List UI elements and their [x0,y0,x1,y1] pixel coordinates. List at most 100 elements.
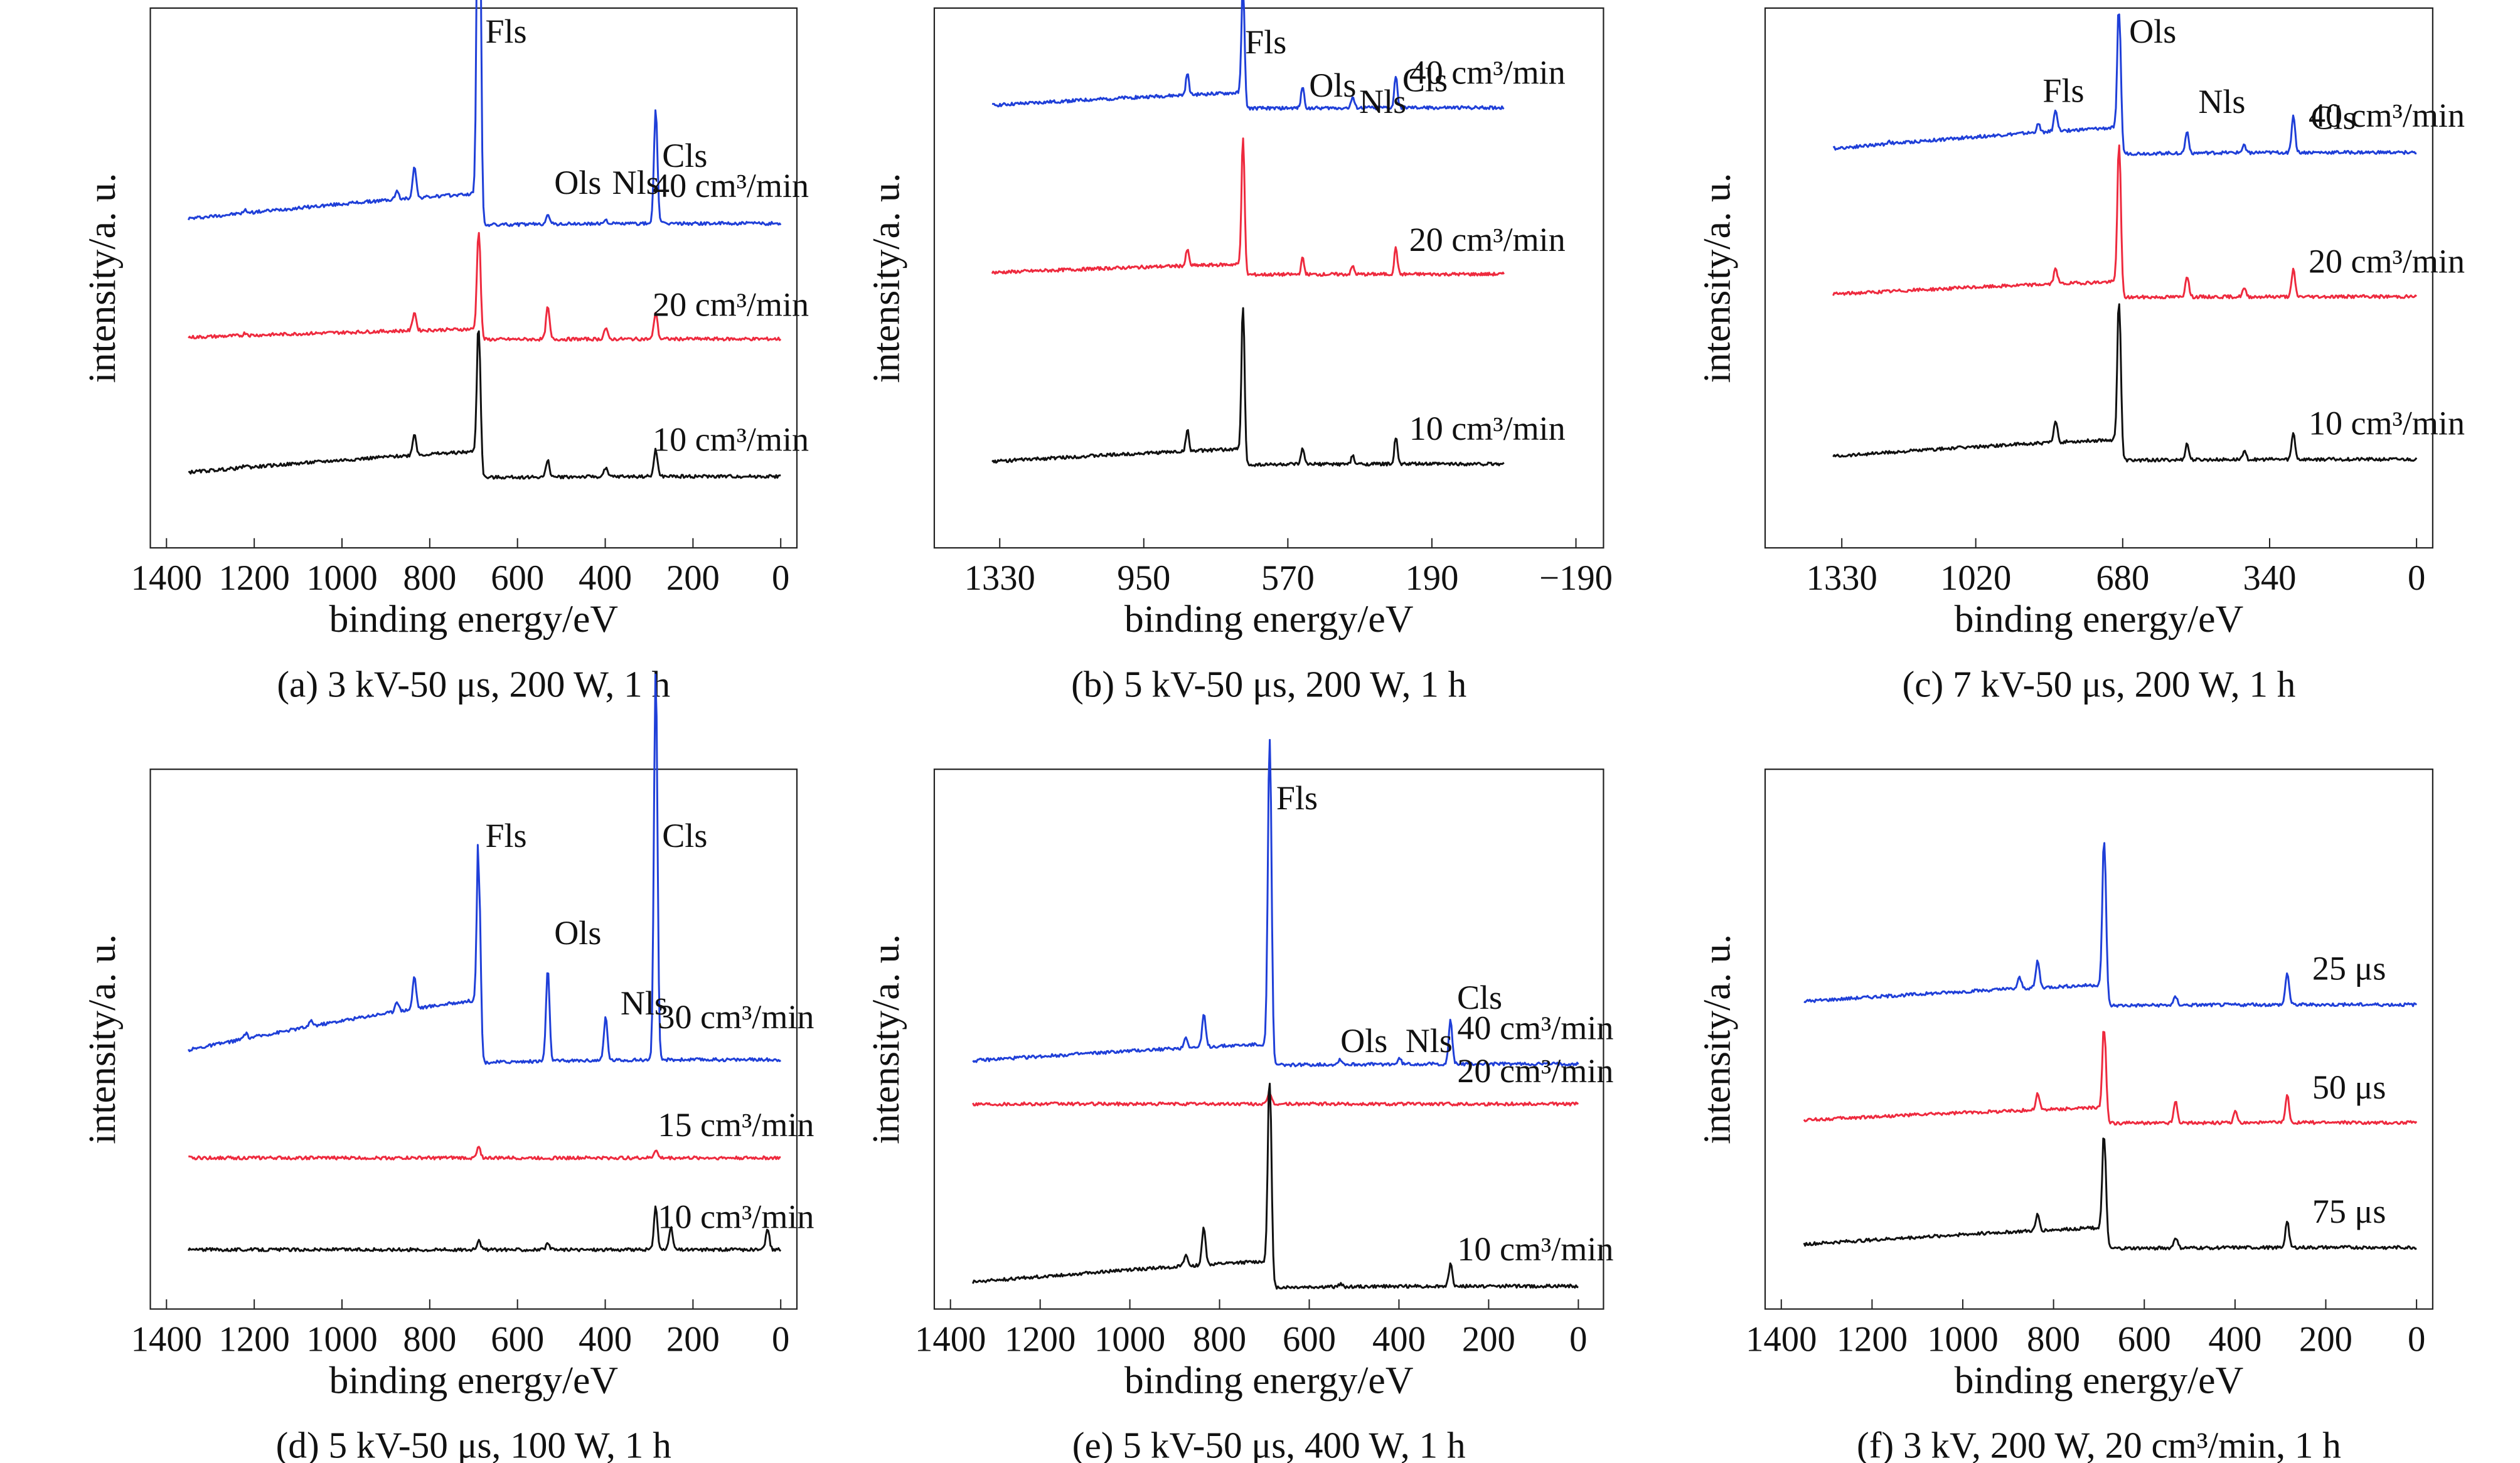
x-tick-label: 1200 [219,1321,290,1359]
series-label: 10 cm³/min [1409,410,1566,447]
x-tick-label: 1000 [1927,1321,1998,1359]
x-tick-label: 340 [2243,559,2296,598]
series-line-1 [1832,13,2417,156]
x-tick-label: 800 [403,559,456,598]
x-tick-label: 0 [2408,559,2425,598]
series-line-2 [188,231,782,342]
series-label: 10 cm³/min [1457,1230,1613,1268]
x-axis-label: binding energy/eV [1124,1359,1414,1402]
panel-f: 1400 1200 1000 800 600 400 200 0 binding energy/… [1695,769,2433,1463]
series-line-2 [972,1092,1579,1107]
peak-annotation: Ols [1309,66,1356,104]
series-line-1 [188,673,782,1065]
x-tick-label: 400 [2208,1321,2261,1359]
series-label: 40 cm³/min [1457,1009,1613,1046]
series-label: 20 cm³/min [653,285,809,323]
plot-frame [1764,7,2433,549]
peak-annotation: Nls [612,164,659,201]
panel-caption: (c) 7 kV-50 μs, 200 W, 1 h [1903,663,2296,705]
series-label: 20 cm³/min [2309,242,2465,280]
x-tick-label: 1200 [1005,1321,1076,1359]
series-line-3 [991,307,1505,467]
x-tick-label: 0 [772,559,789,598]
x-tick-label: 570 [1261,559,1315,598]
series-line-3 [188,330,781,480]
y-axis-label: intensity/a. u. [865,934,907,1144]
series-label: 20 cm³/min [1457,1052,1613,1090]
y-axis-label: intensity/a. u. [1695,173,1738,383]
x-tick-label: 1330 [1807,559,1877,598]
x-tick-label: 200 [666,1321,720,1359]
x-tick-label: 200 [1462,1321,1515,1359]
series-line-3 [1832,303,2418,463]
x-tick-label: 600 [2118,1321,2171,1359]
x-tick-label: 190 [1405,559,1458,598]
series-label: 50 μs [2312,1068,2386,1106]
x-tick-label: 400 [579,559,632,598]
x-tick-label: 1000 [306,559,377,598]
series-label: 10 cm³/min [2309,405,2465,442]
series-line-2 [991,137,1505,277]
x-tick-label: 1200 [1837,1321,1908,1359]
panel-c: 1330 1020 680 340 0 binding energy/eV intensit… [1695,7,2465,705]
series-line-2 [188,1146,781,1161]
series-line-1 [187,0,782,227]
x-tick-label: 400 [1372,1321,1426,1359]
series-line-3 [972,1082,1579,1290]
peak-annotation: Cls [2310,99,2356,137]
series-label: 10 cm³/min [658,1198,814,1236]
x-axis-label: binding energy/eV [329,598,618,641]
peak-annotation: Cls [662,137,707,174]
x-tick-label: 800 [2027,1321,2080,1359]
series-label: 25 μs [2312,950,2386,987]
panel-caption: (e) 5 kV-50 μs, 400 W, 1 h [1072,1425,1466,1463]
series-line-2 [1803,1031,2418,1126]
series-line-3 [1803,1137,2417,1251]
peak-annotation: Cls [1402,61,1448,98]
x-tick-label: 600 [1283,1321,1336,1359]
series-line-1 [972,738,1579,1068]
y-axis-label: intensity/a. u. [1695,934,1738,1144]
series-line-1 [991,0,1505,111]
x-tick-label: 0 [772,1321,789,1359]
x-axis-label: binding energy/eV [1955,1359,2244,1402]
peak-annotation: Fls [485,817,526,854]
panel-caption: (a) 3 kV-50 μs, 200 W, 1 h [277,663,670,705]
x-axis-label: binding energy/eV [1124,598,1414,641]
peak-annotation: Nls [1359,83,1406,120]
peak-annotation: Ols [554,914,601,952]
x-tick-label: 1330 [964,559,1035,598]
peak-annotation: Fls [1245,23,1286,61]
panel-e: 1400 1200 1000 800 600 400 200 0 binding energy/… [865,738,1613,1463]
peak-annotation: Nls [621,984,668,1022]
plot-frame [933,7,1604,549]
series-label: 40 cm³/min [653,167,809,205]
series-label: 40 cm³/min [1409,53,1566,91]
panel-caption: (d) 5 kV-50 μs, 100 W, 1 h [276,1425,671,1463]
x-axis-label: binding energy/eV [329,1359,618,1402]
x-tick-label: 1020 [1940,559,2011,598]
series-line-2 [1832,144,2417,300]
x-tick-label: 800 [1193,1321,1246,1359]
x-tick-label: 600 [491,1321,544,1359]
plot-frame [1764,769,2433,1310]
series-line-1 [1803,842,2418,1008]
y-axis-label: intensity/a. u. [81,173,124,383]
panel-d: 1400 1200 1000 800 600 400 200 0 binding energy/… [81,673,814,1463]
peak-annotation: Cls [1457,979,1502,1016]
series-label: 40 cm³/min [2309,97,2465,134]
plot-frame [149,769,798,1310]
x-tick-label: 1400 [915,1321,986,1359]
peak-annotation: Fls [2042,72,2084,110]
peak-annotation: Ols [554,164,601,201]
series-label: 15 cm³/min [658,1106,814,1144]
x-tick-label: 1200 [219,559,290,598]
panel-b: 1330 950 570 190 −190 binding energy/eV intens… [865,0,1613,705]
x-tick-label: 200 [666,559,720,598]
x-axis-label: binding energy/eV [1955,598,2244,641]
x-tick-label: 600 [491,559,544,598]
x-tick-label: 0 [1569,1321,1587,1359]
peak-annotation: Nls [1406,1022,1453,1060]
panel-a: 1400 1200 1000 800 600 400 200 0 binding energy/… [81,0,809,705]
